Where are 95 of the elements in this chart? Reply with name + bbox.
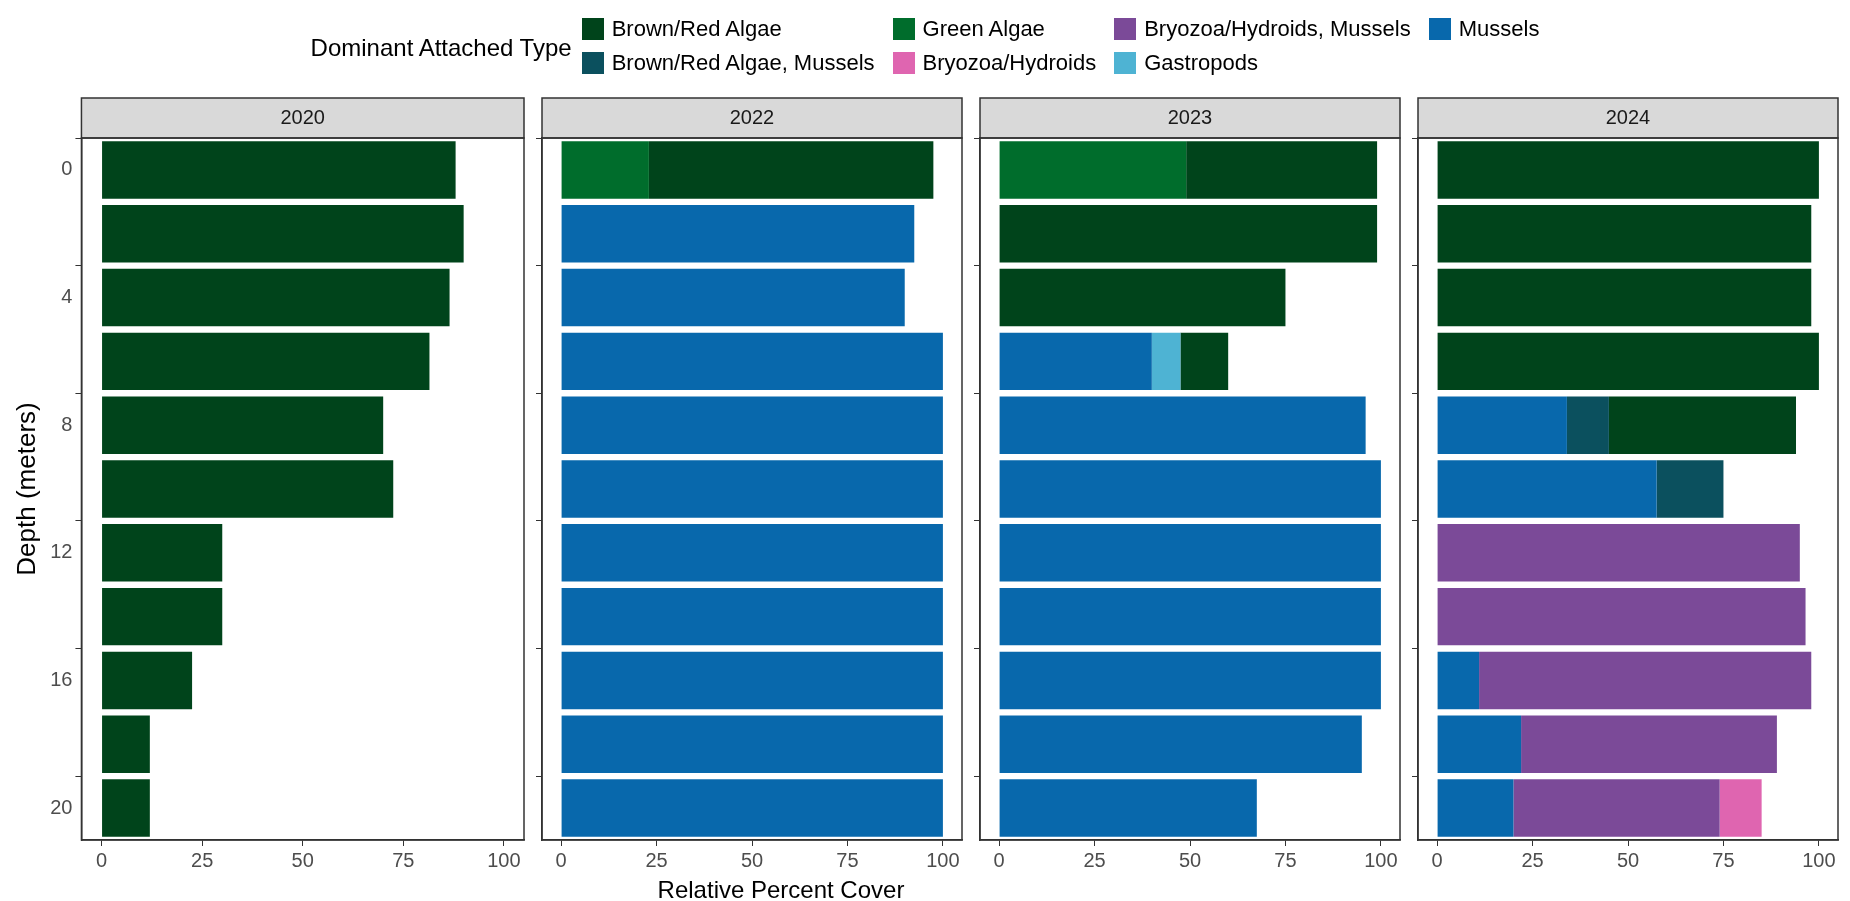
bar: [1437, 141, 1819, 199]
bar: [102, 715, 150, 773]
bar: [999, 460, 1381, 518]
x-tick-label: 50: [740, 848, 764, 871]
legend-label: Bryozoa/Hydroids, Mussels: [1144, 16, 1411, 42]
bar: [102, 332, 430, 391]
bar: [1151, 332, 1181, 391]
y-tick-label: 20: [50, 795, 73, 818]
bar: [561, 779, 943, 837]
y-tick-label: 12: [50, 540, 73, 563]
bar: [1521, 715, 1777, 773]
bar: [102, 396, 384, 454]
bar: [561, 141, 649, 199]
legend-label: Gastropods: [1144, 50, 1258, 76]
y-tick-label: 16: [50, 667, 73, 690]
x-tick-label: 0: [96, 848, 108, 871]
x-axis-title: Relative Percent Cover: [656, 876, 906, 901]
x-tick-label: 100: [926, 848, 960, 871]
bar: [1437, 268, 1812, 327]
bar: [1437, 205, 1812, 263]
bar: [1186, 141, 1378, 199]
x-tick-label: 0: [993, 848, 1005, 871]
bar: [561, 205, 915, 263]
bar: [999, 396, 1366, 454]
x-tick-label: 100: [1802, 848, 1836, 871]
bar: [561, 332, 943, 391]
bar: [102, 779, 150, 837]
bar: [1437, 396, 1567, 454]
bar: [999, 332, 1152, 391]
bar: [102, 587, 223, 646]
x-tick-label: 0: [1431, 848, 1443, 871]
bar: [102, 460, 394, 518]
bar: [561, 460, 943, 518]
chart-title: 2020: [280, 105, 325, 128]
y-tick-label: 0: [61, 157, 73, 180]
x-tick-label: 50: [1616, 848, 1640, 871]
bar: [1437, 524, 1800, 582]
bar: [1437, 587, 1806, 646]
x-tick-label: 75: [1712, 848, 1735, 871]
bar: [999, 524, 1381, 582]
x-tick-label: 75: [1274, 848, 1297, 871]
bar: [999, 779, 1257, 837]
legend-title: Dominant Attached Type: [310, 34, 572, 62]
bar: [1437, 651, 1480, 710]
bar: [1437, 460, 1657, 518]
bar: [1437, 779, 1514, 837]
bar: [1437, 715, 1522, 773]
bar: [1566, 396, 1609, 454]
bar: [999, 141, 1187, 199]
bar: [999, 268, 1286, 327]
chart-title: 2024: [1605, 105, 1651, 128]
y-tick-label: 4: [61, 285, 73, 308]
bar: [999, 205, 1378, 263]
bar: [561, 715, 943, 773]
x-tick-label: 25: [645, 848, 668, 871]
bar: [1180, 332, 1229, 391]
x-tick-label: 0: [555, 848, 567, 871]
bar: [1719, 779, 1762, 837]
x-tick-label: 75: [836, 848, 859, 871]
legend-label: Bryozoa/Hydroids: [922, 50, 1097, 76]
bar: [561, 396, 943, 454]
bar: [102, 141, 456, 199]
x-tick-label: 75: [392, 848, 415, 871]
bar: [102, 524, 223, 582]
chart-title: 2023: [1167, 105, 1213, 128]
bar: [1437, 332, 1819, 391]
legend-label: Brown/Red Algae: [611, 16, 782, 42]
bar: [999, 715, 1362, 773]
y-axis-title: Depth (meters): [10, 402, 41, 576]
x-tick-label: 25: [191, 848, 214, 871]
bar: [561, 268, 905, 327]
bar: [1479, 651, 1812, 710]
bar: [561, 587, 943, 646]
chart-title: 2022: [729, 105, 775, 128]
bar: [561, 524, 943, 582]
bar: [1656, 460, 1724, 518]
x-tick-label: 50: [291, 848, 314, 871]
bar: [102, 205, 464, 263]
x-tick-label: 100: [487, 848, 521, 871]
legend-label: Green Algae: [922, 16, 1045, 42]
bar: [648, 141, 934, 199]
bar: [561, 651, 943, 710]
legend-label: Mussels: [1458, 16, 1540, 42]
x-tick-label: 50: [1178, 848, 1202, 871]
bar: [999, 587, 1381, 646]
bar: [999, 651, 1381, 710]
bar: [102, 651, 193, 710]
x-tick-label: 100: [1364, 848, 1398, 871]
legend-label: Brown/Red Algae, Mussels: [611, 50, 875, 76]
bar: [1608, 396, 1796, 454]
bar: [102, 268, 450, 327]
bar: [1513, 779, 1720, 837]
x-tick-label: 25: [1083, 848, 1106, 871]
y-tick-label: 8: [61, 412, 73, 435]
x-tick-label: 25: [1521, 848, 1544, 871]
